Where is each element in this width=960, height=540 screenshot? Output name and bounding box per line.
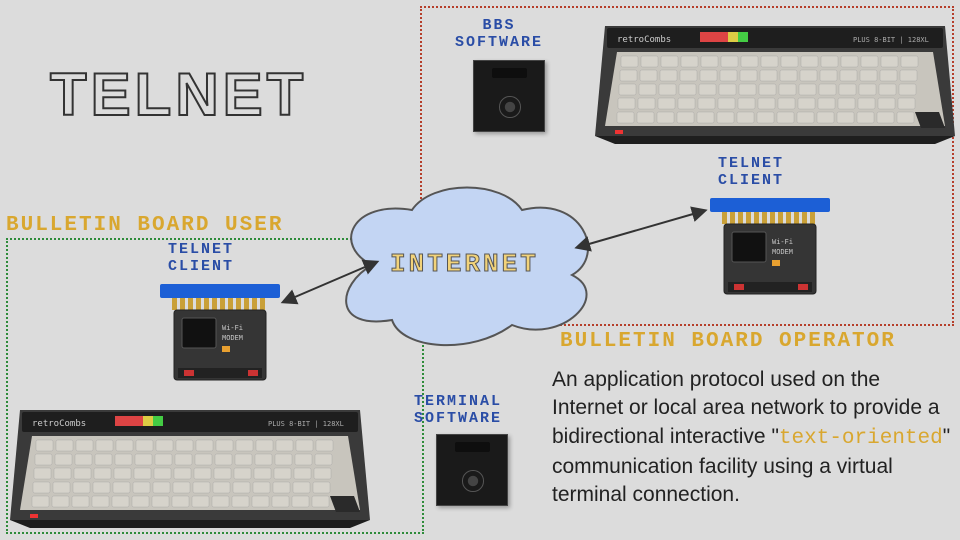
bbs-floppy-icon: [473, 60, 545, 132]
svg-text:MODEM: MODEM: [222, 335, 243, 343]
telnet-client-left-label: TELNETCLIENT: [168, 242, 234, 275]
telnet-client-right-label: TELNETCLIENT: [718, 156, 784, 189]
telnet-description: An application protocol used on the Inte…: [552, 366, 952, 510]
operator-computer-icon: retroCombs PLUS 8-BIT | 128XL: [595, 16, 955, 146]
svg-text:retroCombs: retroCombs: [32, 419, 86, 429]
svg-text:PLUS 8-BIT | 128XL: PLUS 8-BIT | 128XL: [853, 36, 929, 44]
svg-text:MODEM: MODEM: [772, 249, 793, 257]
terminal-software-label: TERMINALSOFTWARE: [414, 394, 502, 427]
user-section-label: BULLETIN BOARD USER: [6, 214, 283, 237]
internet-label: INTERNET: [390, 249, 539, 279]
user-computer-icon: retroCombs PLUS 8-BIT | 128XL: [10, 400, 370, 530]
desc-highlight: text-oriented: [779, 427, 943, 450]
operator-modem-icon: Wi-Fi MODEM: [706, 196, 834, 306]
operator-section-label: BULLETIN BOARD OPERATOR: [560, 330, 896, 353]
svg-text:Wi-Fi: Wi-Fi: [772, 239, 793, 247]
svg-text:retroCombs: retroCombs: [617, 35, 671, 45]
terminal-floppy-icon: [436, 434, 508, 506]
svg-text:Wi-Fi: Wi-Fi: [222, 325, 243, 333]
bbs-software-label: BBSSOFTWARE: [455, 18, 543, 51]
svg-text:PLUS 8-BIT | 128XL: PLUS 8-BIT | 128XL: [268, 420, 344, 428]
user-modem-icon: Wi-Fi MODEM: [156, 282, 284, 392]
page-title: TELNET: [50, 60, 307, 129]
